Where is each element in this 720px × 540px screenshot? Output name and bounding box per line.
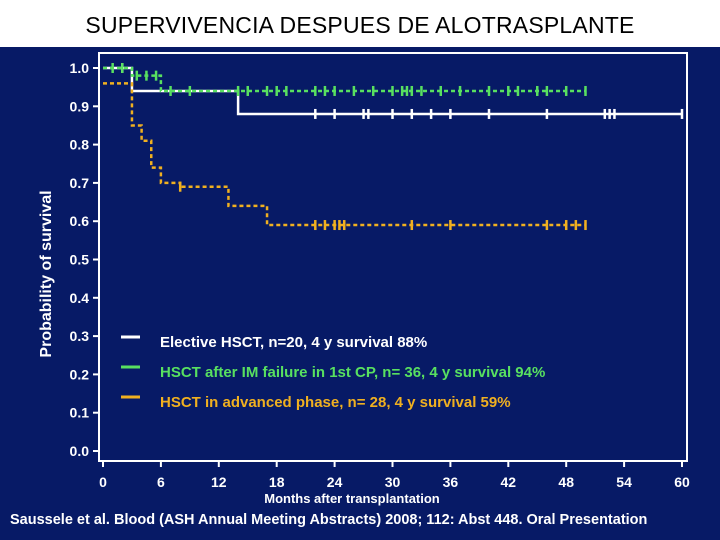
y-tick-label: 0.6 [70,213,90,229]
x-tick-label: 54 [616,474,632,490]
y-tick-label: 1.0 [70,60,90,76]
x-tick-label: 36 [443,474,459,490]
y-tick-label: 0.4 [70,290,90,306]
hsct-im-failure-curve [103,66,586,93]
citation-footer: Saussele et al. Blood (ASH Annual Meetin… [10,512,648,528]
y-tick-label: 0.1 [70,405,90,421]
elective-hsct-legend-label: Elective HSCT, n=20, 4 y survival 88% [160,334,427,351]
x-tick-label: 12 [211,474,227,490]
x-tick-label: 60 [674,474,690,490]
y-tick-label: 0.3 [70,328,90,344]
y-tick-label: 0.9 [70,98,90,114]
y-axis-label: Probability of survival [38,190,55,357]
y-tick-label: 0.7 [70,175,90,191]
y-tick-label: 0.5 [70,252,90,268]
hsct-advanced-legend-label: HSCT in advanced phase, n= 28, 4 y survi… [160,394,511,411]
survival-curves [103,63,684,231]
survival-chart: 0.0 0.1 0.2 0.3 0.4 0.5 0.6 0.7 0.8 0.9 1.0 0 6 12 18… [38,52,690,506]
y-tick-label: 0.2 [70,366,90,382]
legend: Elective HSCT, n=20, 4 y survival 88% HSC… [121,334,545,411]
x-tick-label: 6 [157,474,165,490]
x-tick-label: 42 [501,474,517,490]
y-axis: 0.0 0.1 0.2 0.3 0.4 0.5 0.6 0.7 0.8 0.9 1.0 [70,60,99,459]
x-tick-label: 24 [327,474,343,490]
x-axis: 0 6 12 18 24 30 36 42 48 54 60 [99,461,690,490]
x-tick-label: 30 [385,474,401,490]
y-tick-label: 0.8 [70,137,90,153]
x-axis-label: Months after transplantation [264,491,440,506]
y-tick-label: 0.0 [70,443,90,459]
x-tick-label: 18 [269,474,285,490]
hsct-advanced-curve [103,82,586,227]
hsct-im-failure-legend-label: HSCT after IM failure in 1st CP, n= 36, … [160,364,545,381]
x-tick-label: 48 [558,474,574,490]
title-bar: SUPERVIVENCIA DESPUES DE ALOTRASPLANTE [0,0,720,47]
slide-title: SUPERVIVENCIA DESPUES DE ALOTRASPLANTE [85,12,635,38]
x-tick-label: 0 [99,474,107,490]
